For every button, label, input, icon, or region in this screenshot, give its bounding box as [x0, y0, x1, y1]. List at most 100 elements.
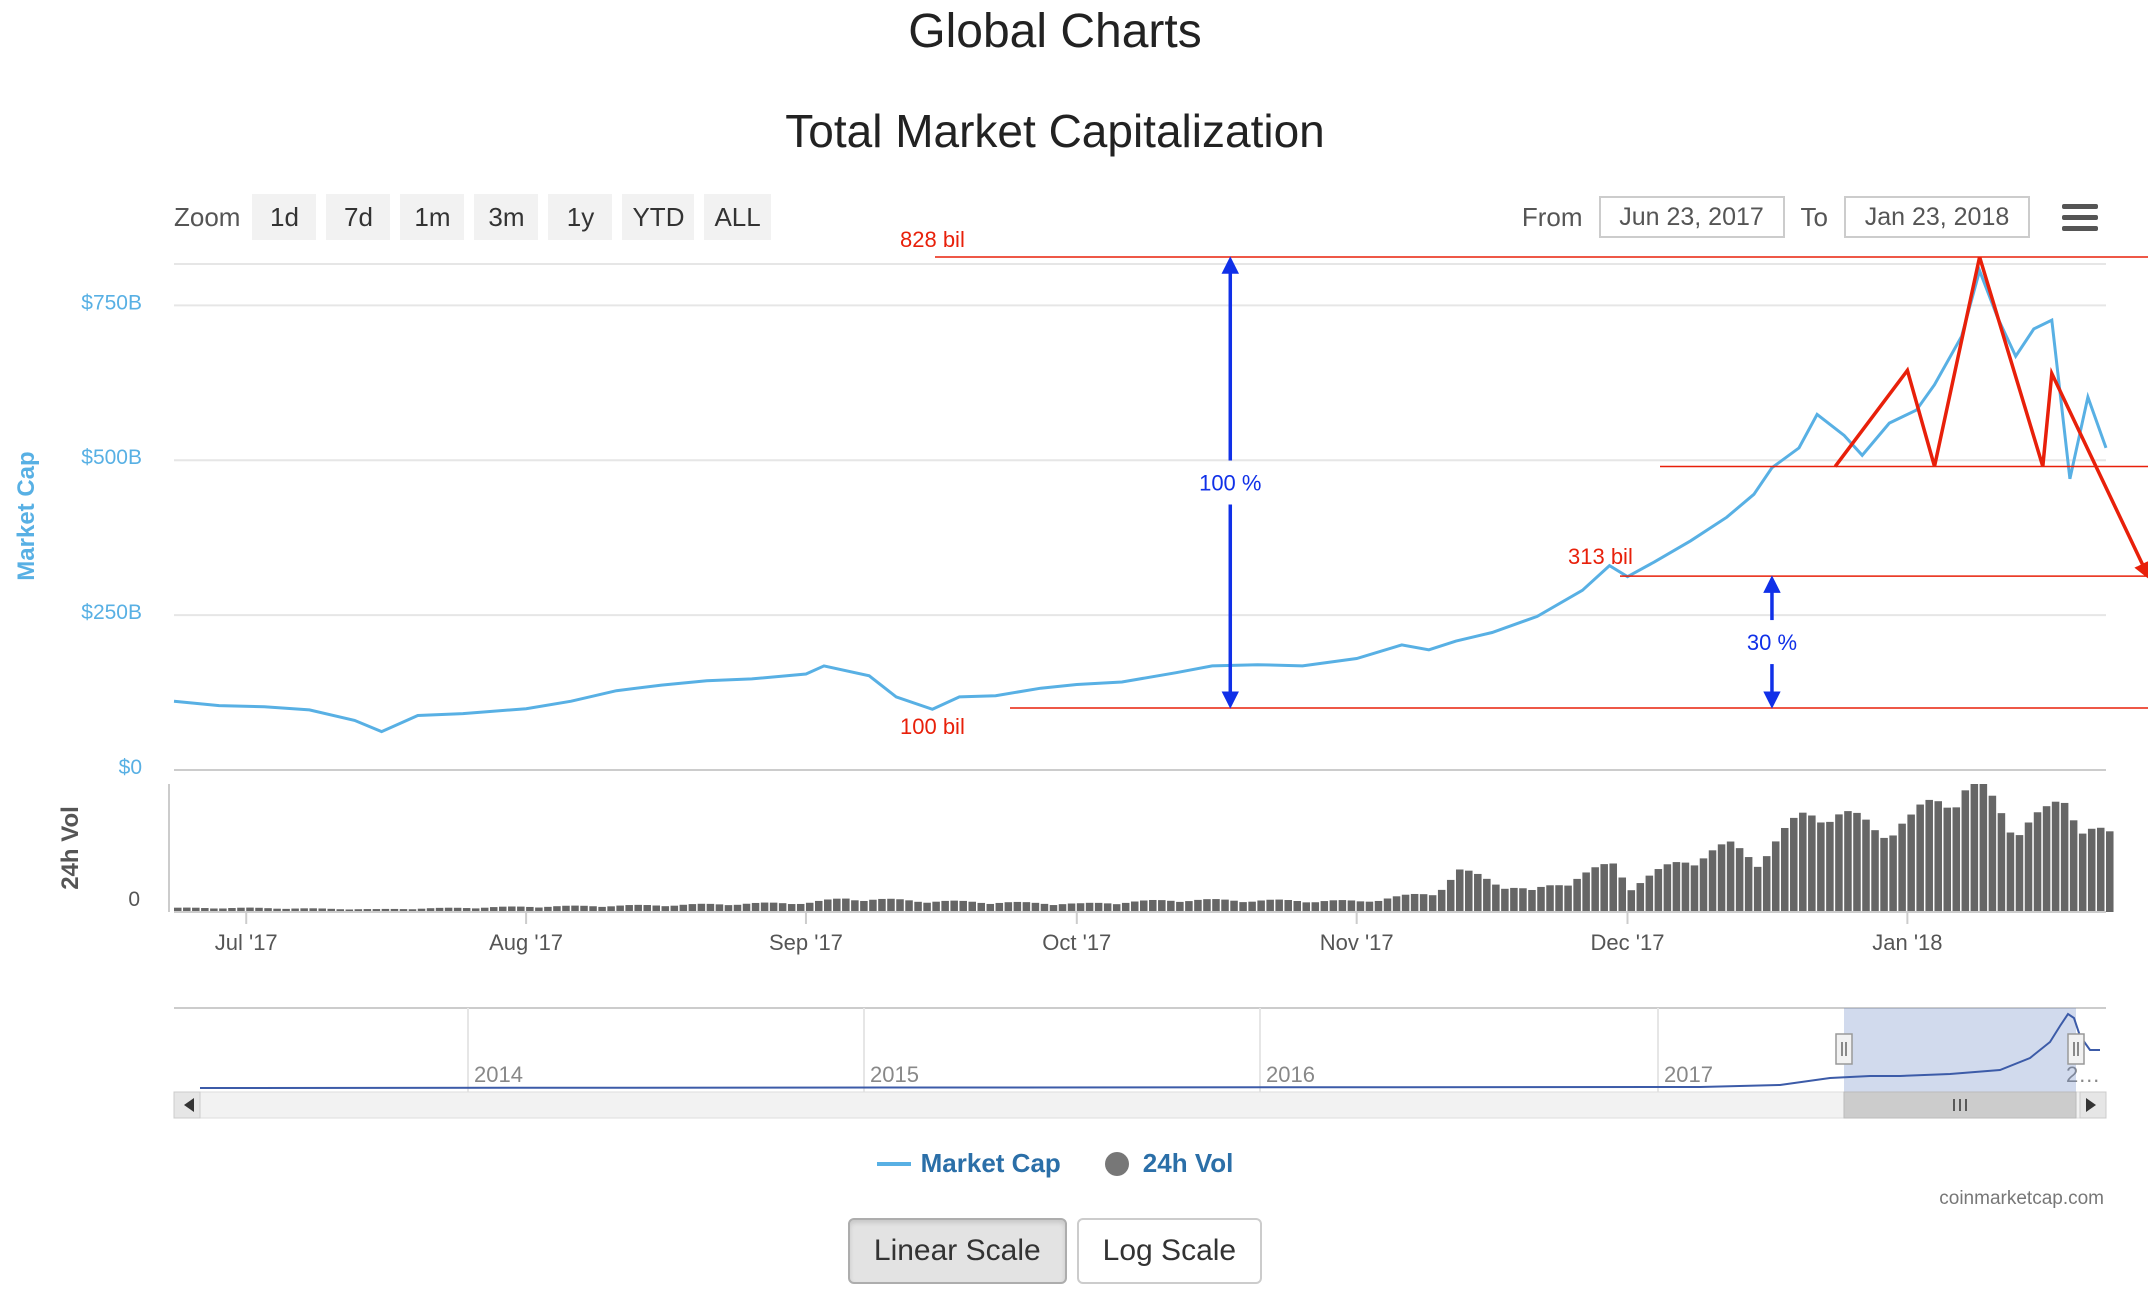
volume-bar: [354, 909, 363, 912]
volume-bar: [1004, 902, 1013, 912]
zoom-1y-button[interactable]: 1y: [548, 194, 613, 240]
volume-bar: [318, 908, 326, 912]
axes: $0 $250B $500B $750B Market Cap 24h Vol 0 Jul '…: [13, 291, 2106, 955]
legend-item-volume[interactable]: 24h Vol: [1104, 1148, 1233, 1179]
y-tick-label: $0: [119, 756, 142, 779]
zoom-ytd-button[interactable]: YTD: [622, 194, 695, 240]
volume-axis-title: 24h Vol: [57, 806, 84, 890]
volume-bar: [905, 900, 913, 912]
y-tick-label: $750B: [81, 291, 142, 314]
volume-bar: [1952, 807, 1961, 912]
x-tick-label: Dec '17: [1591, 930, 1665, 955]
volume-bar: [1022, 902, 1031, 912]
volume-bar: [1780, 827, 1789, 912]
volume-bar: [246, 907, 254, 912]
volume-bar: [580, 905, 588, 912]
volume-bar: [1744, 857, 1753, 912]
zoom-label: Zoom: [174, 201, 241, 232]
to-date-input[interactable]: [1844, 196, 2030, 238]
volume-bar: [192, 907, 200, 912]
volume-bar: [2069, 820, 2078, 912]
volume-bar: [923, 902, 931, 912]
volume-bar: [1167, 900, 1175, 912]
volume-bar: [1528, 889, 1536, 912]
volume-bar: [2042, 806, 2051, 912]
volume-bar: [1555, 885, 1563, 912]
volume-bar: [643, 905, 651, 912]
volume-bar: [1419, 894, 1428, 912]
volume-bar: [390, 908, 399, 912]
volume-bar: [1672, 862, 1681, 912]
volume-bar: [2060, 802, 2069, 912]
volume-bar: [833, 898, 841, 912]
volume-bar: [1510, 887, 1518, 912]
annotations: 828 bil 313 bil 100 bil 100 % 30 %: [900, 227, 2148, 739]
volume-bar: [1799, 812, 1807, 912]
zoom-3m-button[interactable]: 3m: [474, 194, 539, 240]
volume-bar: [1537, 886, 1545, 912]
volume-bar: [1446, 879, 1455, 912]
volume-bar: [237, 907, 245, 912]
volume-bar: [1067, 903, 1076, 912]
legend-label-market-cap: Market Cap: [920, 1148, 1061, 1178]
legend-item-market-cap[interactable]: Market Cap: [876, 1148, 1061, 1179]
head-shoulders-zigzag: [1833, 256, 2148, 580]
source-credit[interactable]: coinmarketcap.com: [1939, 1188, 2104, 1209]
volume-bar: [1356, 901, 1365, 912]
volume-bar: [1943, 807, 1952, 912]
zoom-1d-button[interactable]: 1d: [252, 194, 317, 240]
volume-bar: [1329, 900, 1338, 912]
volume-bar: [2087, 828, 2096, 912]
volume-bar: [1979, 784, 1988, 912]
volume-bar: [201, 908, 209, 912]
volume-bar: [282, 908, 290, 912]
volume-bar: [327, 908, 336, 912]
volume-bar: [1347, 900, 1356, 912]
volume-bar: [526, 906, 534, 912]
zoom-7d-button[interactable]: 7d: [326, 194, 391, 240]
volume-bar: [1103, 903, 1112, 912]
volume-bar: [408, 909, 417, 912]
volume-bar: [2106, 831, 2114, 912]
volume-bar: [778, 903, 787, 912]
dot-legend-icon: [1104, 1151, 1129, 1176]
volume-bar: [1645, 875, 1654, 912]
volume-bar: [426, 908, 435, 912]
volume-bar: [1483, 878, 1491, 912]
volume-bar: [634, 904, 642, 912]
volume-bar: [1140, 900, 1148, 912]
zoom-all-button[interactable]: ALL: [704, 194, 771, 240]
navigator-handle: [2067, 1033, 2085, 1065]
hamburger-menu-icon[interactable]: [2062, 204, 2098, 234]
navigator-year-label: 2015: [870, 1062, 919, 1087]
volume-bar: [787, 904, 796, 912]
volume-bar: [2096, 827, 2105, 912]
volume-bar: [796, 903, 805, 912]
volume-bar: [769, 902, 778, 912]
from-date-input[interactable]: [1598, 196, 1785, 238]
volume-bar: [1266, 899, 1274, 912]
volume-bar: [471, 908, 480, 912]
volume-bar: [1455, 869, 1464, 912]
volume-bar: [679, 904, 688, 912]
volume-bar: [1203, 899, 1211, 912]
volume-bar: [535, 907, 543, 912]
volume-bar: [1031, 902, 1040, 912]
volume-bar: [1239, 902, 1247, 912]
log-scale-button[interactable]: Log Scale: [1076, 1218, 1263, 1284]
volume-bar: [444, 907, 453, 912]
volume-bar: [1997, 813, 2006, 912]
zoom-toolbar: Zoom 1d 7d 1m 3m 1y YTD ALL: [174, 194, 781, 240]
volume-bar: [751, 902, 760, 912]
linear-scale-button[interactable]: Linear Scale: [847, 1218, 1067, 1284]
volume-bar: [1618, 877, 1627, 912]
volume-bar: [1591, 867, 1599, 912]
navigator-series: [199, 1012, 2100, 1089]
volume-bar: [1916, 804, 1924, 912]
volume-bar: [1365, 901, 1374, 912]
volume-bar: [1130, 901, 1139, 912]
volume-bar: [1401, 894, 1410, 912]
grid-lines: [174, 263, 2106, 771]
zoom-1m-button[interactable]: 1m: [400, 194, 465, 240]
volume-bar: [661, 906, 670, 912]
